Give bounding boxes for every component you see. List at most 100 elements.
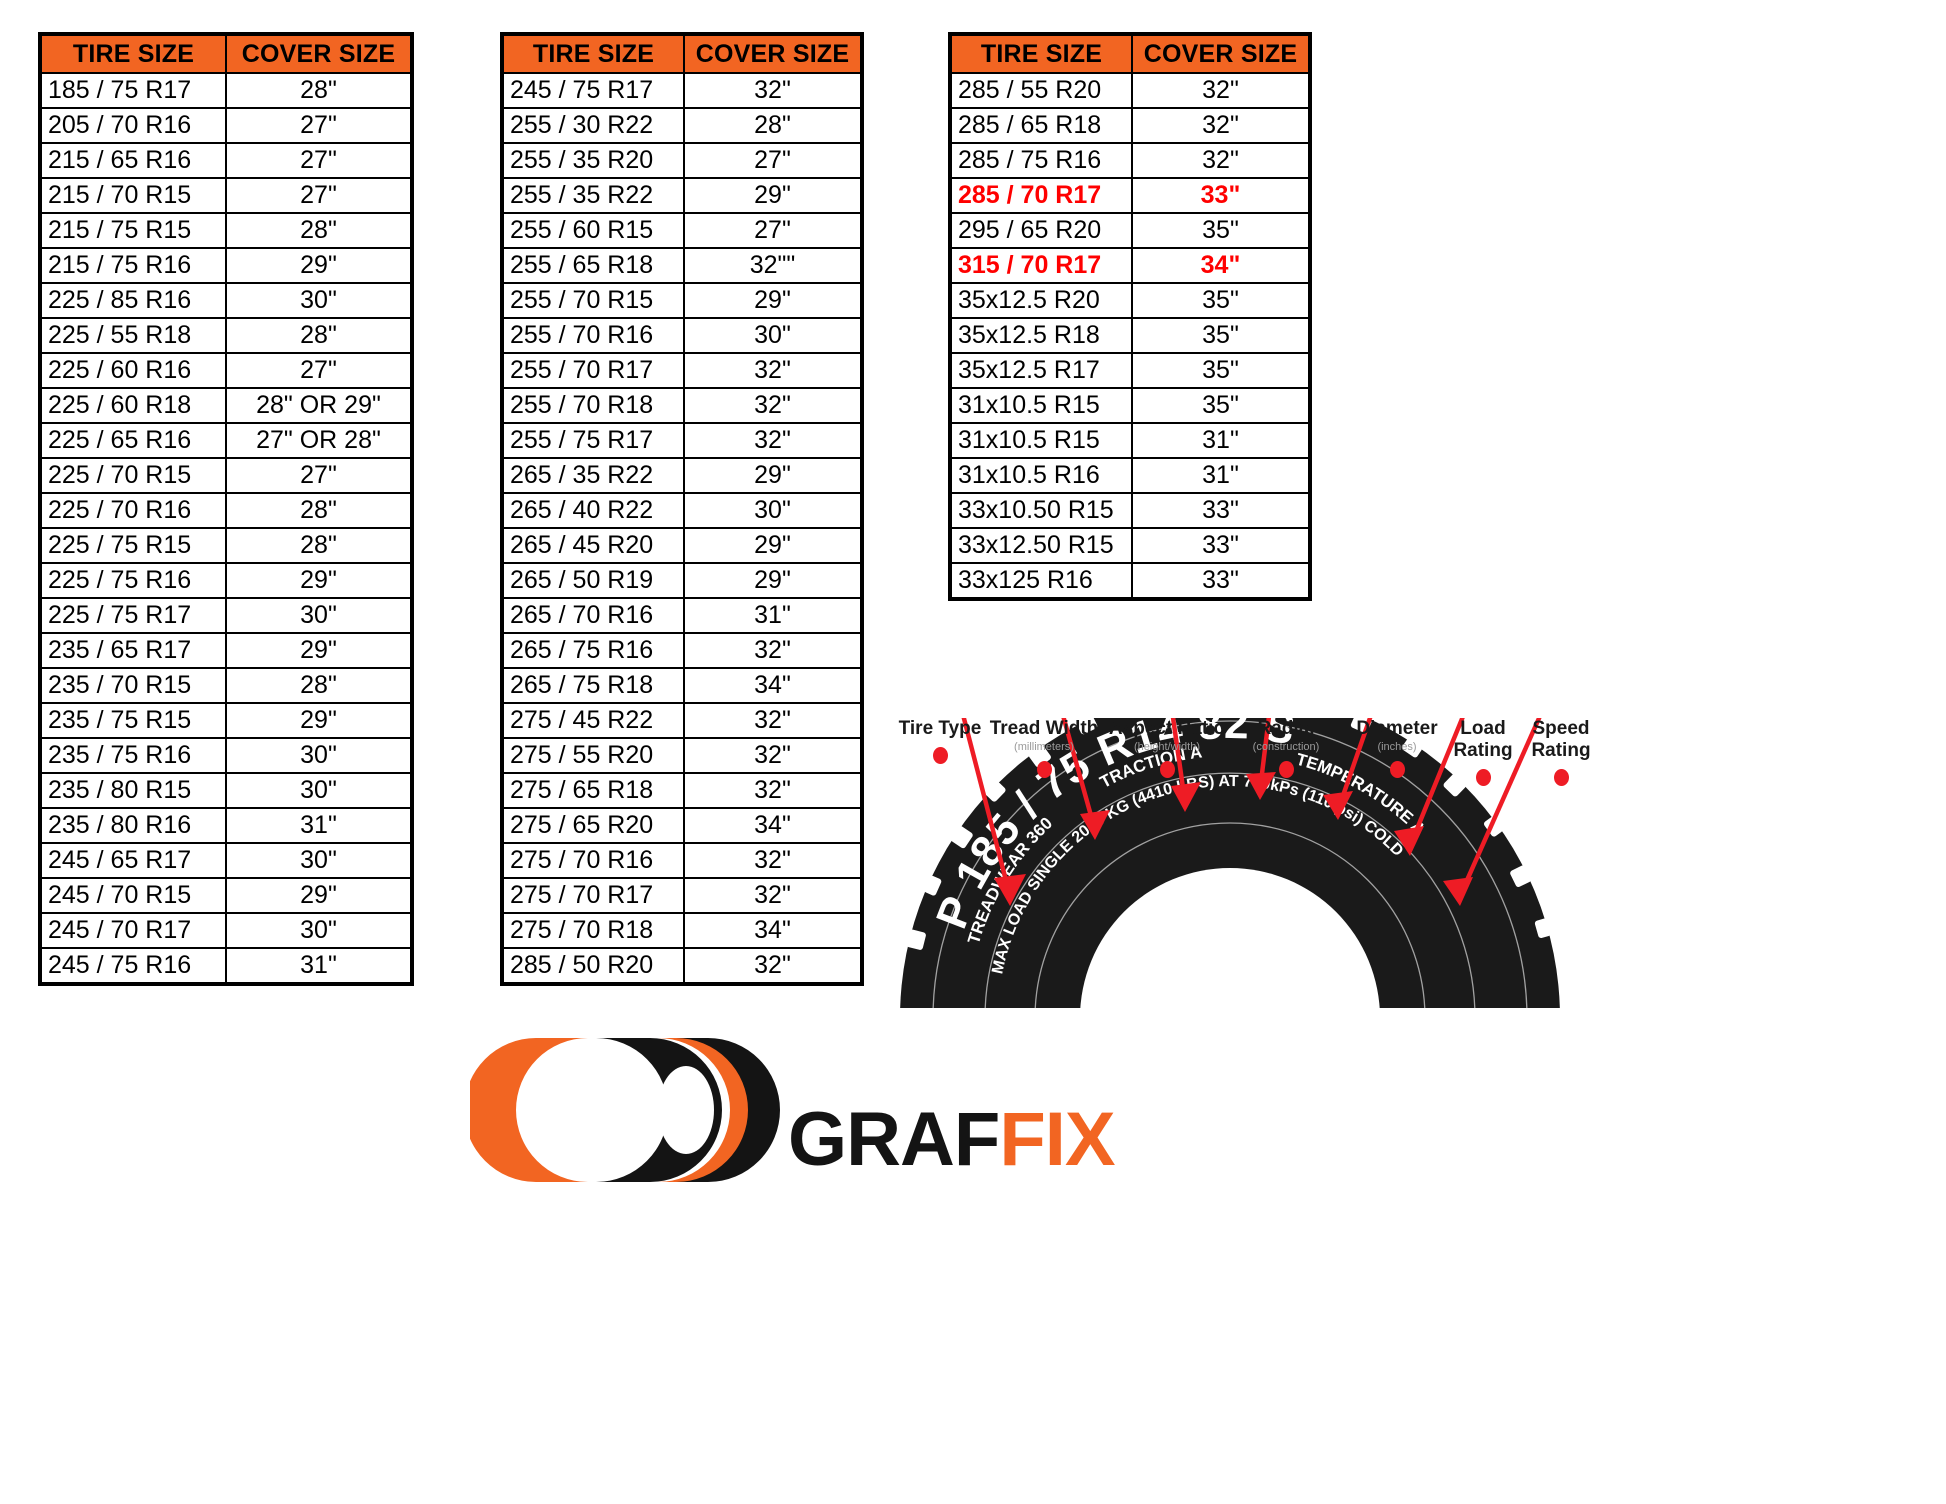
table-row: 255 / 60 R15 27" — [501, 212, 863, 249]
cell-cover-size: 35" — [1131, 352, 1311, 389]
table-row: 255 / 65 R18 32"" — [501, 247, 863, 284]
cell-tire-size: 265 / 75 R18 — [501, 667, 685, 704]
cell-tire-size: 275 / 65 R20 — [501, 807, 685, 844]
cell-tire-size: 225 / 60 R18 — [39, 387, 227, 424]
cell-cover-size: 32" — [1131, 72, 1311, 109]
ddd-monogram-icon — [464, 1038, 780, 1182]
table-row: 255 / 70 R18 32" — [501, 387, 863, 424]
table-row: 285 / 55 R20 32" — [949, 72, 1311, 109]
cell-cover-size: 30" — [225, 842, 413, 879]
table-row: 265 / 75 R18 34" — [501, 667, 863, 704]
cell-cover-size: 32" — [683, 632, 863, 669]
table-row: 255 / 35 R22 29" — [501, 177, 863, 214]
table-row: 245 / 75 R16 31" — [39, 947, 413, 985]
table-row: 275 / 70 R18 34" — [501, 912, 863, 949]
table-row: 225 / 75 R16 29" — [39, 562, 413, 599]
header-tire-size: TIRE SIZE — [39, 33, 227, 74]
tire-size-table-1-wrapper: TIRE SIZE COVER SIZE 185 / 75 R17 28" 205 … — [38, 32, 414, 986]
table-row: 275 / 55 R20 32" — [501, 737, 863, 774]
table-header-row: TIRE SIZE COVER SIZE — [501, 33, 863, 74]
table-row: 285 / 50 R20 32" — [501, 947, 863, 985]
cell-tire-size: 245 / 65 R17 — [39, 842, 227, 879]
table-row: 215 / 70 R15 27" — [39, 177, 413, 214]
table-row: 235 / 80 R15 30" — [39, 772, 413, 809]
cell-tire-size: 285 / 75 R16 — [949, 142, 1133, 179]
cell-cover-size: 33" — [1131, 492, 1311, 529]
sidewall-rings — [932, 720, 1528, 1008]
cell-tire-size: 265 / 45 R20 — [501, 527, 685, 564]
cell-tire-size: 245 / 70 R17 — [39, 912, 227, 949]
callout-arrowheads — [994, 772, 1473, 906]
table-header-row: TIRE SIZE COVER SIZE — [39, 33, 413, 74]
wordmark-graf: GRAF — [788, 1097, 1000, 1182]
table-row: 33x10.50 R15 33" — [949, 492, 1311, 529]
cell-tire-size: 33x12.50 R15 — [949, 527, 1133, 564]
table-body: 245 / 75 R17 32" 255 / 30 R22 28" 255 / 35 R… — [501, 72, 863, 985]
table-body: 285 / 55 R20 32" 285 / 65 R18 32" 285 / 75 R… — [949, 72, 1311, 600]
callout-dot — [1389, 761, 1405, 778]
cell-cover-size: 34" — [683, 667, 863, 704]
cell-tire-size: 285 / 70 R17 — [949, 177, 1133, 214]
cell-tire-size: 225 / 70 R16 — [39, 492, 227, 529]
callout-title: Aspect Ratio — [1108, 718, 1226, 739]
cell-tire-size: 255 / 70 R18 — [501, 387, 685, 424]
tire-size-table-2: TIRE SIZE COVER SIZE 245 / 75 R17 32" 255 … — [500, 32, 864, 986]
cell-tire-size: 31x10.5 R16 — [949, 457, 1133, 494]
table-row: 235 / 70 R15 28" — [39, 667, 413, 704]
table-row: 225 / 75 R15 28" — [39, 527, 413, 564]
table-row: 275 / 70 R17 32" — [501, 877, 863, 914]
cell-tire-size: 225 / 60 R16 — [39, 352, 227, 389]
table-row: 225 / 55 R18 28" — [39, 317, 413, 354]
table-row: 315 / 70 R17 34" — [949, 247, 1311, 284]
table-row: 31x10.5 R16 31" — [949, 457, 1311, 494]
cell-tire-size: 33x10.50 R15 — [949, 492, 1133, 529]
table-row: 225 / 65 R16 27" OR 28" — [39, 422, 413, 459]
table-row: 265 / 75 R16 32" — [501, 632, 863, 669]
cell-cover-size: 32" — [683, 877, 863, 914]
cell-cover-size: 32" — [1131, 142, 1311, 179]
cell-tire-size: 235 / 80 R15 — [39, 772, 227, 809]
cell-tire-size: 225 / 75 R17 — [39, 597, 227, 634]
cell-tire-size: 245 / 70 R15 — [39, 877, 227, 914]
cell-tire-size: 33x125 R16 — [949, 562, 1133, 600]
header-tire-size: TIRE SIZE — [501, 33, 685, 74]
wordmark-fix: FIX — [999, 1097, 1115, 1182]
header-cover-size: COVER SIZE — [683, 33, 863, 74]
cell-tire-size: 255 / 75 R17 — [501, 422, 685, 459]
callout-subtitle: (millimeters) — [1014, 741, 1074, 753]
table-row: 245 / 70 R15 29" — [39, 877, 413, 914]
cell-tire-size: 215 / 65 R16 — [39, 142, 227, 179]
cell-cover-size: 27" — [683, 142, 863, 179]
callout-arrows — [961, 718, 1542, 897]
cell-cover-size: 29" — [225, 702, 413, 739]
callout-dot — [932, 747, 948, 764]
callout-title: Diameter — [1356, 718, 1438, 739]
table-row: 245 / 70 R17 30" — [39, 912, 413, 949]
cell-cover-size: 27" OR 28" — [225, 422, 413, 459]
callout-load-rating: Load Rating — [1446, 718, 1520, 786]
cell-cover-size: 32"" — [683, 247, 863, 284]
callout-tire-type: Tire Type — [892, 718, 988, 764]
cell-cover-size: 34" — [683, 912, 863, 949]
cell-cover-size: 30" — [225, 282, 413, 319]
cell-cover-size: 32" — [683, 387, 863, 424]
cell-cover-size: 28" — [225, 667, 413, 704]
cell-tire-size: 255 / 35 R20 — [501, 142, 685, 179]
cell-cover-size: 29" — [683, 527, 863, 564]
cell-cover-size: 28" — [225, 527, 413, 564]
cell-cover-size: 32" — [683, 352, 863, 389]
cell-cover-size: 32" — [683, 737, 863, 774]
cell-cover-size: 30" — [225, 912, 413, 949]
table-row: 265 / 40 R22 30" — [501, 492, 863, 529]
cell-cover-size: 32" — [1131, 107, 1311, 144]
cell-tire-size: 285 / 55 R20 — [949, 72, 1133, 109]
cell-tire-size: 225 / 75 R15 — [39, 527, 227, 564]
brand-logo: GRAFFIX — [464, 1020, 1116, 1210]
callout-title-line2: Rating — [1453, 740, 1513, 761]
table-row: 235 / 65 R17 29" — [39, 632, 413, 669]
callout-diameter: Diameter (inches) — [1342, 718, 1452, 778]
table-row: 285 / 70 R17 33" — [949, 177, 1311, 214]
table-row: 245 / 65 R17 30" — [39, 842, 413, 879]
callout-subtitle: (height/width) — [1133, 741, 1201, 753]
cell-cover-size: 28" — [683, 107, 863, 144]
